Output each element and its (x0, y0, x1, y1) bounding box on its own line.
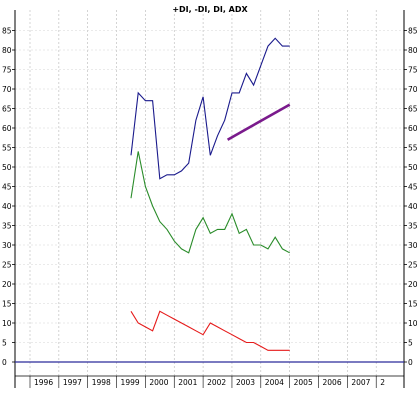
x-tick-label: 2001 (178, 378, 197, 387)
x-tick-label: 1996 (34, 378, 53, 387)
x-tick-label: 1999 (121, 378, 140, 387)
x-tick-label: 2002 (207, 378, 226, 387)
axis-frame (12, 10, 407, 388)
y-tick-label-left: 80 (2, 46, 12, 55)
y-tick-label-left: 85 (2, 27, 12, 36)
y-tick-label-left: 65 (2, 105, 12, 114)
x-tick-label: 2007 (351, 378, 370, 387)
y-tick-label-left: 35 (2, 222, 12, 231)
y-tick-label-left: 5 (2, 339, 7, 348)
series-lines (130, 37, 291, 351)
y-tick-label-left: 40 (2, 202, 12, 211)
y-tick-label-left: 10 (2, 319, 12, 328)
y-tick-label-right: 35 (408, 222, 418, 231)
y-tick-label-left: 70 (2, 85, 12, 94)
x-tick-label: 2005 (294, 378, 313, 387)
y-tick-label-left: 60 (2, 124, 12, 133)
series-line-1 (130, 37, 290, 180)
y-tick-label-left: 15 (2, 300, 12, 309)
x-tick-label: 2003 (236, 378, 255, 387)
x-tick-label: 2000 (149, 378, 168, 387)
y-tick-label-right: 60 (408, 124, 418, 133)
x-tick-label: 2006 (323, 378, 342, 387)
x-tick-label: 1998 (92, 378, 111, 387)
y-tick-label-left: 25 (2, 261, 12, 270)
y-tick-label-right: 45 (408, 183, 418, 192)
x-tick-label: 2004 (265, 378, 284, 387)
grid-lines (15, 10, 404, 376)
y-tick-label-right: 10 (408, 319, 418, 328)
y-tick-label-left: 50 (2, 163, 12, 172)
x-tick-label: 1997 (63, 378, 82, 387)
y-tick-label-left: 75 (2, 66, 12, 75)
chart-title: +DI, -DI, DI, ADX (172, 5, 248, 14)
y-tick-label-right: 15 (408, 300, 418, 309)
y-tick-label-right: 5 (408, 339, 413, 348)
series-line-4 (226, 103, 291, 141)
y-tick-label-right: 55 (408, 144, 418, 153)
y-tick-label-right: 40 (408, 202, 418, 211)
series-line-3 (130, 310, 290, 351)
y-tick-label-left: 45 (2, 183, 12, 192)
y-tick-label-right: 0 (408, 358, 413, 367)
y-tick-label-right: 30 (408, 241, 418, 250)
y-tick-label-right: 25 (408, 261, 418, 270)
y-tick-label-left: 0 (2, 358, 7, 367)
y-tick-label-right: 70 (408, 85, 418, 94)
y-tick-label-left: 30 (2, 241, 12, 250)
y-tick-label-right: 85 (408, 27, 418, 36)
y-tick-label-right: 20 (408, 280, 418, 289)
series-line-2 (130, 151, 290, 254)
y-tick-label-right: 80 (408, 46, 418, 55)
y-tick-label-left: 55 (2, 144, 12, 153)
y-tick-label-right: 65 (408, 105, 418, 114)
x-tick-label: 2 (380, 378, 385, 387)
y-tick-label-left: 20 (2, 280, 12, 289)
y-tick-label-right: 50 (408, 163, 418, 172)
y-tick-label-right: 75 (408, 66, 418, 75)
